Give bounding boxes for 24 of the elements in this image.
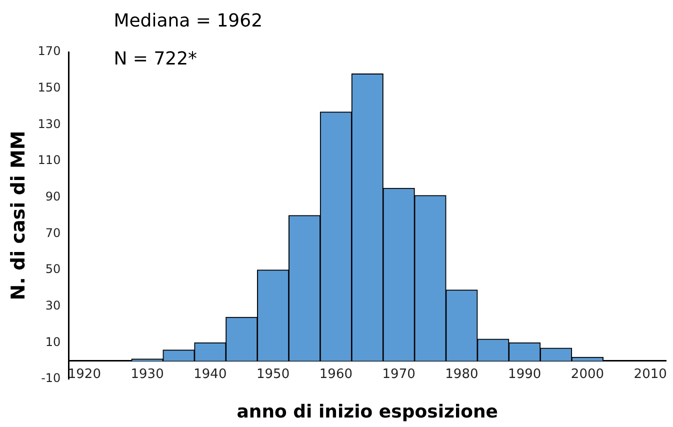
x-axis-title: anno di inizio esposizione [236,402,498,423]
x-tick-label: 2010 [634,367,667,382]
x-tick-label: 1980 [445,367,478,382]
x-tick-label: 1960 [319,367,352,382]
y-tick-label: 170 [38,44,61,58]
x-tick-label: 1950 [256,367,290,382]
y-tick-label: 130 [38,116,61,131]
x-tick-label: 1920 [68,367,101,382]
y-tick-label: -10 [41,371,61,386]
y-axis-title: N. di casi di MM [7,130,30,300]
x-tick-label: 1970 [382,367,416,382]
y-tick-label: 90 [45,189,61,204]
x-tick-label: 1990 [508,367,542,382]
y-tick-label: 70 [45,226,61,240]
y-tick-label: 110 [38,153,61,168]
y-tick-label: 50 [45,262,61,276]
x-tick-label: 1930 [130,367,164,382]
x-tick-label: 1940 [194,367,227,382]
x-tick-label: 2000 [570,367,604,382]
text: Mediana = 1962 [114,10,263,32]
y-tick-label: 30 [45,298,61,312]
y-tick-label: 10 [45,334,61,349]
y-tick-label: 150 [38,80,61,94]
annotation: N = 722* [114,48,198,70]
